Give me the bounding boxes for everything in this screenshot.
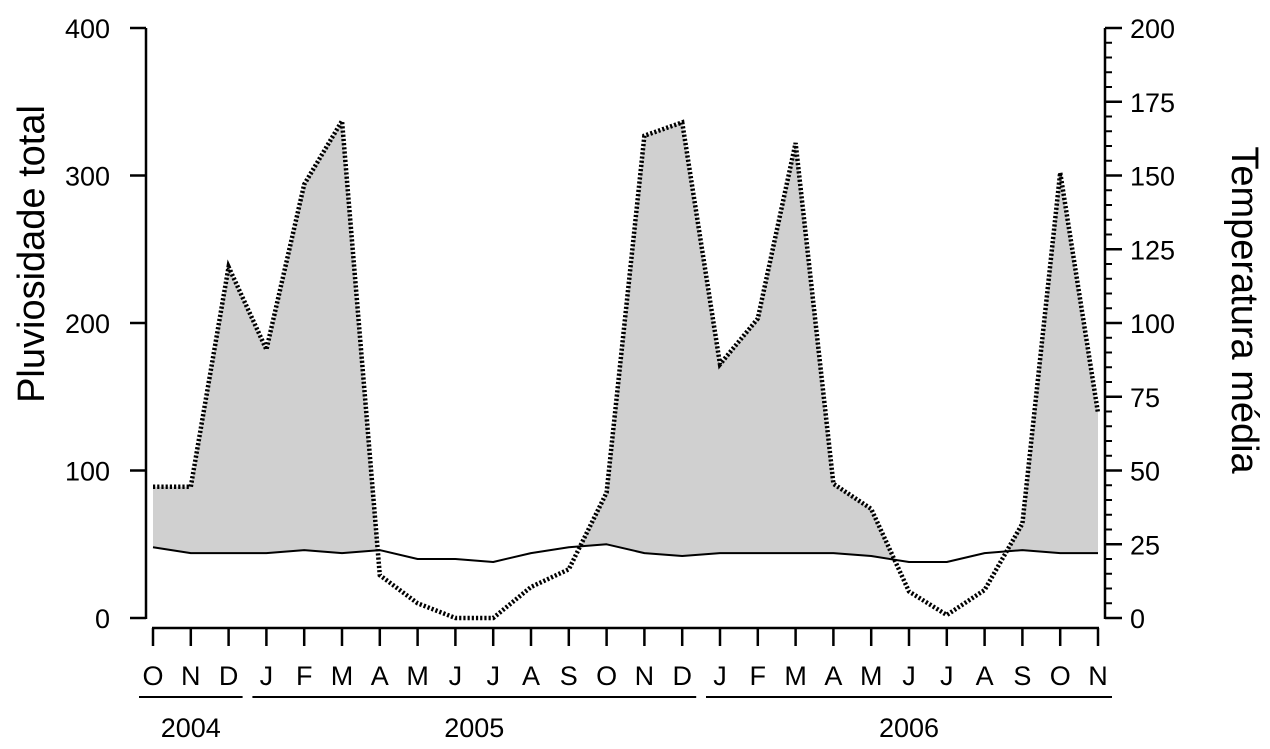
month-label: F — [296, 661, 313, 691]
month-label: O — [1050, 661, 1071, 691]
month-label: O — [596, 661, 617, 691]
left-axis-tick-label: 100 — [65, 457, 110, 487]
month-label: N — [1088, 661, 1108, 691]
left-axis-title: Pluviosidade total — [11, 105, 53, 403]
month-label: M — [331, 661, 354, 691]
month-label: F — [750, 661, 767, 691]
year-label: 2006 — [879, 713, 939, 743]
dry-period-area — [1006, 172, 1098, 554]
month-label: J — [940, 661, 954, 691]
month-label: J — [902, 661, 916, 691]
year-label: 2004 — [161, 713, 221, 743]
month-label: N — [635, 661, 655, 691]
series-lines — [152, 113, 1101, 621]
left-axis-tick-label: 200 — [65, 309, 110, 339]
month-label: A — [824, 661, 842, 691]
left-axis-tick-label: 0 — [95, 604, 110, 634]
month-label: J — [486, 661, 500, 691]
month-label: A — [371, 661, 389, 691]
right-axis-tick-label: 125 — [1130, 235, 1175, 265]
year-label: 2005 — [444, 713, 504, 743]
labels: Pluviosidade total Temperatura média 0 10… — [11, 14, 1265, 743]
month-label: J — [260, 661, 274, 691]
right-axis-tick-label: 25 — [1130, 530, 1160, 560]
month-label: A — [522, 661, 540, 691]
right-axis-tick-label: 50 — [1130, 457, 1160, 487]
month-label: D — [672, 661, 692, 691]
month-label: A — [976, 661, 994, 691]
month-label: D — [219, 661, 239, 691]
rainfall-line — [153, 113, 1101, 621]
month-label: N — [181, 661, 201, 691]
right-axis-tick-label: 75 — [1130, 383, 1160, 413]
month-label: J — [449, 661, 463, 691]
right-axis-tick-label: 100 — [1130, 309, 1175, 339]
right-axis-tick-label: 0 — [1130, 604, 1145, 634]
temperature-line — [152, 543, 1098, 563]
dry-period-shading — [153, 120, 1098, 560]
month-label: M — [860, 661, 883, 691]
month-label: J — [713, 661, 727, 691]
left-axis-tick-label: 400 — [65, 14, 110, 44]
month-label: S — [1013, 661, 1031, 691]
month-label: M — [784, 661, 807, 691]
right-axis-tick-label: 175 — [1130, 88, 1175, 118]
right-axis-tick-label: 150 — [1130, 162, 1175, 192]
right-axis-tick-label: 200 — [1130, 14, 1175, 44]
axes — [130, 26, 1122, 698]
dry-period-area — [580, 122, 895, 560]
dry-period-area — [153, 120, 378, 554]
month-label: O — [142, 661, 163, 691]
month-label: S — [560, 661, 578, 691]
right-axis-title: Temperatura média — [1223, 146, 1265, 474]
left-axis-tick-label: 300 — [65, 162, 110, 192]
month-label: M — [406, 661, 429, 691]
